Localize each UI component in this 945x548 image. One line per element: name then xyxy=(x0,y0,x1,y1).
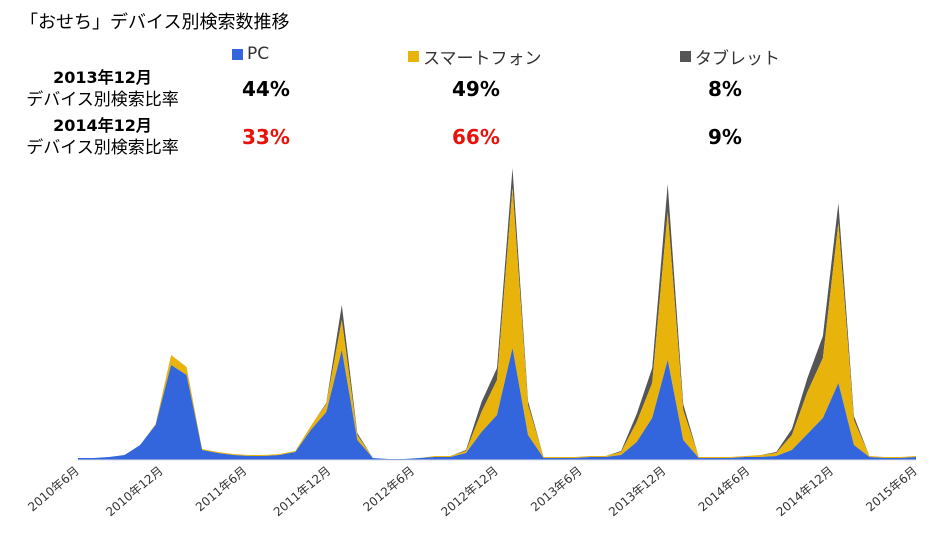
legend-item-pc: PC xyxy=(232,44,269,64)
ratio-year-2014: 2014年12月 xyxy=(53,116,152,135)
legend-swatch-pc xyxy=(232,48,243,60)
ratio-label-2014: 2014年12月 デバイス別検索比率 xyxy=(0,115,205,159)
x-tick-label: 2014年12月 xyxy=(774,464,836,520)
ratio-2014-smartphone: 66% xyxy=(452,125,500,149)
area-series-pc xyxy=(78,348,916,460)
x-tick-label: 2014年6月 xyxy=(696,464,753,515)
ratio-year-2013: 2013年12月 xyxy=(53,68,152,87)
ratio-caption-2014: デバイス別検索比率 xyxy=(26,138,179,158)
x-tick-label: 2012年6月 xyxy=(360,464,417,515)
legend-item-tablet: タブレット xyxy=(680,44,780,69)
ratio-2013-pc: 44% xyxy=(242,77,290,101)
x-tick-label: 2010年6月 xyxy=(25,464,82,515)
legend-swatch-tablet xyxy=(680,51,691,62)
legend-label-smartphone: スマートフォン xyxy=(423,49,542,69)
x-tick-label: 2011年6月 xyxy=(193,464,250,515)
ratio-2014-pc: 33% xyxy=(242,125,290,149)
area-series-smartphone xyxy=(78,188,916,459)
x-tick-label: 2012年12月 xyxy=(438,464,500,520)
x-tick-label: 2010年12月 xyxy=(103,464,165,520)
x-tick-label: 2013年6月 xyxy=(528,464,585,515)
chart-title: 「おせち」デバイス別検索数推移 xyxy=(20,12,290,33)
ratio-2013-tablet: 8% xyxy=(708,77,742,101)
legend-label-tablet: タブレット xyxy=(695,49,780,69)
ratio-label-2013: 2013年12月 デバイス別検索比率 xyxy=(0,67,205,111)
x-tick-label: 2013年12月 xyxy=(606,464,668,520)
legend-swatch-smartphone xyxy=(408,51,419,62)
ratio-2013-smartphone: 49% xyxy=(452,77,500,101)
x-tick-label: 2015年6月 xyxy=(863,464,920,515)
ratio-caption-2013: デバイス別検索比率 xyxy=(26,90,179,110)
ratio-2014-tablet: 9% xyxy=(708,125,742,149)
legend-item-smartphone: スマートフォン xyxy=(408,44,542,69)
x-tick-label: 2011年12月 xyxy=(271,464,333,520)
legend-label-pc: PC xyxy=(247,44,270,64)
